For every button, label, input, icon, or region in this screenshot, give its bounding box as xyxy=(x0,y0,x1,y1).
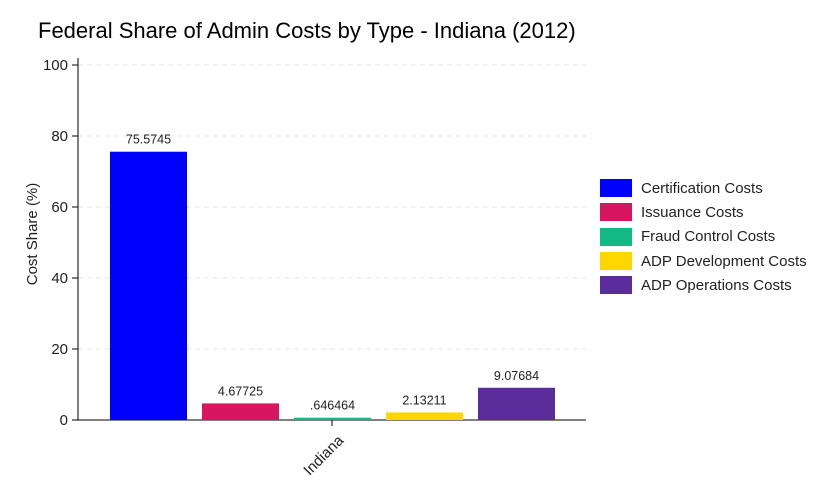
legend-item: ADP Development Costs xyxy=(600,249,807,273)
y-axis-ticks: 0 20 40 60 80 100 xyxy=(43,57,78,429)
bar-fraud-control-costs xyxy=(294,417,371,420)
bar-adp-development-costs xyxy=(386,412,463,420)
data-label: 9.07684 xyxy=(494,369,539,383)
data-label: .646464 xyxy=(310,399,355,413)
legend-item: Issuance Costs xyxy=(600,200,807,224)
bar-adp-operations-costs xyxy=(478,387,555,420)
category-label: Indiana xyxy=(300,432,347,479)
y-tick-label: 0 xyxy=(60,412,68,429)
legend: Certification Costs Issuance Costs Fraud C… xyxy=(600,176,807,297)
legend-swatch xyxy=(600,227,632,246)
data-labels: 75.5745 4.67725 .646464 2.13211 9.07684 xyxy=(126,133,539,413)
y-tick-label: 20 xyxy=(51,341,68,358)
bar-certification-costs xyxy=(110,151,187,421)
legend-label: Certification Costs xyxy=(641,179,763,197)
legend-item: Certification Costs xyxy=(600,176,807,200)
chart-title: Federal Share of Admin Costs by Type - I… xyxy=(38,18,576,43)
bar-issuance-costs xyxy=(202,403,279,420)
legend-label: ADP Operations Costs xyxy=(641,276,792,294)
legend-label: Issuance Costs xyxy=(641,203,744,221)
y-tick-label: 80 xyxy=(51,128,68,145)
data-label: 2.13211 xyxy=(402,393,446,407)
y-tick-label: 60 xyxy=(51,199,68,216)
legend-label: ADP Development Costs xyxy=(641,252,807,270)
legend-label: Fraud Control Costs xyxy=(641,228,776,246)
data-label: 75.5745 xyxy=(126,133,171,147)
y-tick-label: 40 xyxy=(51,270,68,287)
data-label: 4.67725 xyxy=(218,384,263,398)
y-axis-label: Cost Share (%) xyxy=(24,183,41,286)
y-tick-label: 100 xyxy=(43,57,68,74)
legend-swatch xyxy=(600,179,632,198)
legend-item: Fraud Control Costs xyxy=(600,225,807,249)
legend-swatch xyxy=(600,252,632,271)
bars xyxy=(110,151,555,421)
legend-item: ADP Operations Costs xyxy=(600,273,807,297)
legend-swatch xyxy=(600,203,632,222)
legend-swatch xyxy=(600,276,632,295)
